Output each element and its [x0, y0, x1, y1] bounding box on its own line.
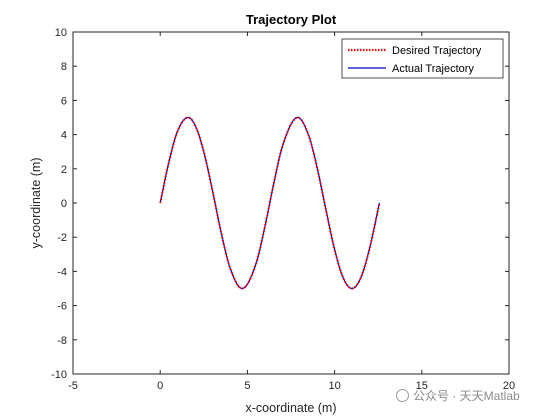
watermark-text: 公众号 · 天天Matlab: [413, 389, 520, 403]
y-tick-label: -10: [51, 369, 67, 381]
legend-label-desired: Desired Trajectory: [392, 45, 482, 57]
y-axis-label: y-coordinate (m): [29, 158, 43, 249]
x-axis-label: x-coordinate (m): [246, 401, 337, 415]
x-tick-label: 5: [244, 380, 250, 392]
wechat-icon: [396, 389, 409, 402]
legend: Desired Trajectory Actual Trajectory: [341, 38, 504, 79]
y-tick-label: 4: [61, 130, 67, 142]
series-layer: [159, 116, 381, 290]
x-tick-label: -5: [68, 380, 78, 392]
plot-area: [72, 31, 510, 375]
x-tick-label: 10: [328, 380, 340, 392]
watermark: 公众号 · 天天Matlab: [396, 387, 520, 404]
legend-box: [341, 38, 504, 79]
y-tick-label: -2: [57, 232, 67, 244]
y-tick-label: -4: [57, 266, 67, 278]
series-desired-trajectory: [159, 116, 381, 290]
y-tick-label: 0: [61, 198, 67, 210]
x-tick-label: 15: [416, 380, 428, 392]
legend-label-actual: Actual Trajectory: [392, 63, 474, 75]
x-tick-label: 20: [503, 380, 515, 392]
chart-title: Trajectory Plot: [246, 12, 337, 27]
y-tick-label: -8: [57, 335, 67, 347]
y-tick-label: 10: [55, 27, 67, 39]
y-tick-label: 6: [61, 95, 67, 107]
y-tick-label: -6: [57, 301, 67, 313]
axis-ticks: -5 0 5 10 15 20 -10 -8 -6 -4 -2 0 2 4 6 8 10: [51, 27, 515, 392]
y-tick-label: 8: [61, 61, 67, 73]
y-tick-label: 2: [61, 164, 67, 176]
x-tick-label: 0: [157, 380, 163, 392]
